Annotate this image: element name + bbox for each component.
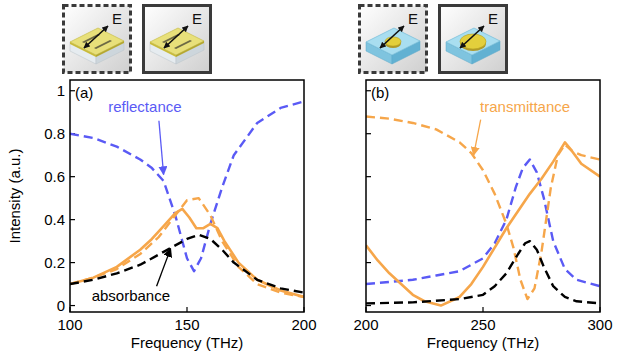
x-tick-label: 300 [587, 316, 612, 333]
x-tick-label: 100 [57, 316, 82, 333]
field-label: E [112, 10, 122, 27]
field-label: E [192, 10, 202, 27]
field-arrow [164, 26, 188, 48]
x-axis-title: Frequency (THz) [427, 334, 540, 351]
plot-frame [366, 80, 600, 312]
plot-frame [70, 80, 304, 312]
x-tick-label: 150 [174, 316, 199, 333]
inset-frame [440, 6, 507, 73]
field-label: E [408, 10, 418, 27]
y-tick-label: 0.8 [44, 125, 65, 142]
inset-frame [360, 6, 427, 73]
panel: E E 100 150 200 0 0.2 0.4 0.6 0.8 1 reflectance abso… [6, 6, 317, 352]
slot [174, 40, 192, 49]
y-tick-label: 0 [57, 297, 65, 314]
series-label: transmittance [480, 98, 570, 115]
series-label: absorbance [92, 287, 170, 304]
inset-frame [64, 6, 131, 73]
y-tick-label: 0.6 [44, 168, 65, 185]
series-line [70, 101, 304, 271]
panel-label: (a) [75, 84, 93, 101]
label-arrow [157, 249, 171, 287]
x-tick-label: 200 [353, 316, 378, 333]
series-group [366, 117, 600, 306]
series-line [70, 235, 304, 293]
inset: E [360, 6, 427, 73]
plate-edge [176, 41, 204, 57]
substrate-top [446, 28, 500, 55]
field-arrow [84, 26, 108, 48]
plate-edge [96, 41, 124, 57]
field-arrow [380, 26, 404, 48]
series-line [70, 198, 304, 297]
series-group [70, 101, 304, 296]
plate-edge [150, 42, 176, 57]
metal-plate [150, 28, 204, 55]
x-axis-title: Frequency (THz) [131, 334, 244, 351]
series-line [366, 241, 600, 303]
panel: E E 200 250 300 transmittance (b) Frequency (TH… [353, 6, 612, 352]
y-tick-label: 0.2 [44, 254, 65, 271]
field-arrow [460, 26, 484, 48]
x-tick-label: 200 [291, 316, 316, 333]
y-tick-label: 0.4 [44, 211, 65, 228]
inset-frame [144, 6, 211, 73]
inset: E [440, 6, 507, 73]
inset: E [64, 6, 131, 73]
x-tick-label: 250 [470, 316, 495, 333]
field-label: E [488, 10, 498, 27]
metal-plate [70, 28, 124, 55]
substrate-top [366, 28, 420, 55]
plate-edge [70, 42, 96, 57]
series-line [70, 209, 304, 297]
inset: E [144, 6, 211, 73]
series-label: reflectance [108, 98, 181, 115]
panel-label: (b) [371, 84, 389, 101]
y-axis-title: Intensity (a.u.) [6, 148, 23, 243]
label-arrow [159, 121, 164, 175]
slot [94, 40, 112, 49]
series-line [366, 142, 600, 305]
y-tick-label: 1 [57, 82, 65, 99]
label-arrow [474, 120, 481, 155]
figure: E E 100 150 200 0 0.2 0.4 0.6 0.8 1 reflectance abso… [0, 0, 623, 356]
